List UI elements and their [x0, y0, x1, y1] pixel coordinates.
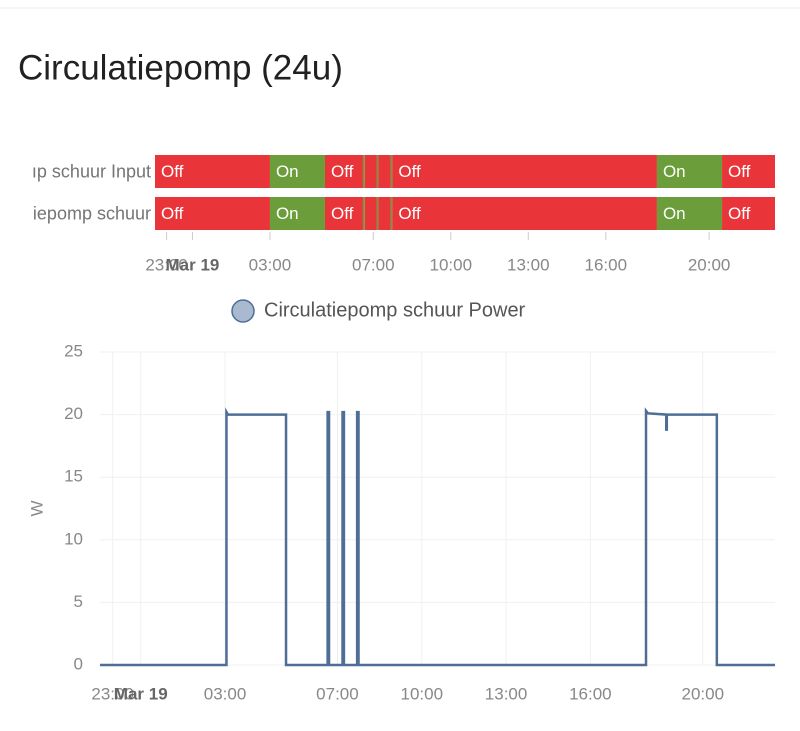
state-segment	[155, 155, 270, 188]
state-label: Off	[398, 162, 421, 181]
state-segment	[392, 155, 657, 188]
y-tick-label: 0	[74, 654, 83, 673]
y-tick-label: 25	[64, 341, 83, 360]
state-label: On	[663, 162, 686, 181]
state-segment	[362, 155, 365, 188]
state-segment	[155, 197, 270, 230]
card-title: Circulatiepomp (24u)	[18, 48, 343, 87]
state-segment	[269, 197, 325, 230]
x-tick-label: 10:00	[400, 684, 443, 703]
line-series	[100, 407, 775, 667]
state-segment	[656, 197, 723, 230]
state-segment	[390, 155, 393, 188]
state-segment	[376, 155, 379, 188]
x-tick-label: 23:00	[91, 684, 134, 703]
x-tick-label: 13:00	[485, 684, 528, 703]
state-segment	[390, 197, 393, 230]
y-tick-label: 10	[64, 529, 83, 548]
state-segment	[376, 197, 379, 230]
x-tick-label: 07:00	[316, 684, 359, 703]
x-tick-label: 20:00	[682, 684, 725, 703]
state-label: Off	[331, 204, 354, 223]
state-segment	[364, 155, 377, 188]
x-tick-label: 16:00	[585, 255, 628, 274]
state-label: Off	[161, 162, 184, 181]
state-label: On	[276, 204, 299, 223]
state-segment	[722, 197, 775, 230]
x-tick-label: 16:00	[569, 684, 612, 703]
y-tick-label: 15	[64, 467, 83, 486]
state-label: On	[663, 204, 686, 223]
x-tick-label: 07:00	[352, 255, 395, 274]
state-label: Off	[161, 204, 184, 223]
state-label: Off	[728, 162, 751, 181]
x-tick-label: Mar 19	[166, 255, 220, 274]
state-segment	[362, 197, 365, 230]
state-segment	[722, 155, 775, 188]
state-label: Off	[728, 204, 751, 223]
x-tick-label: Mar 19	[114, 684, 168, 703]
state-segment	[656, 155, 723, 188]
state-segment	[378, 197, 391, 230]
legend-label: Circulatiepomp schuur Power	[264, 299, 526, 321]
state-segment	[324, 197, 363, 230]
y-tick-label: 20	[64, 404, 83, 423]
state-segment	[392, 197, 657, 230]
state-segment	[364, 197, 377, 230]
state-segment	[269, 155, 325, 188]
legend-marker	[231, 299, 255, 323]
row-label: ıp schuur Input	[32, 161, 151, 181]
x-tick-label: 23:00	[145, 255, 188, 274]
state-segment	[378, 155, 391, 188]
x-tick-label: 13:00	[507, 255, 550, 274]
state-label: Off	[331, 162, 354, 181]
state-label: On	[276, 162, 299, 181]
row-label: iepomp schuur	[33, 203, 151, 223]
x-tick-label: 03:00	[204, 684, 247, 703]
state-label: Off	[398, 204, 421, 223]
x-tick-label: 20:00	[688, 255, 731, 274]
x-tick-label: 10:00	[430, 255, 473, 274]
state-segment	[324, 155, 363, 188]
y-axis-label: W	[27, 500, 46, 516]
x-tick-label: 03:00	[249, 255, 292, 274]
y-tick-label: 5	[74, 592, 83, 611]
